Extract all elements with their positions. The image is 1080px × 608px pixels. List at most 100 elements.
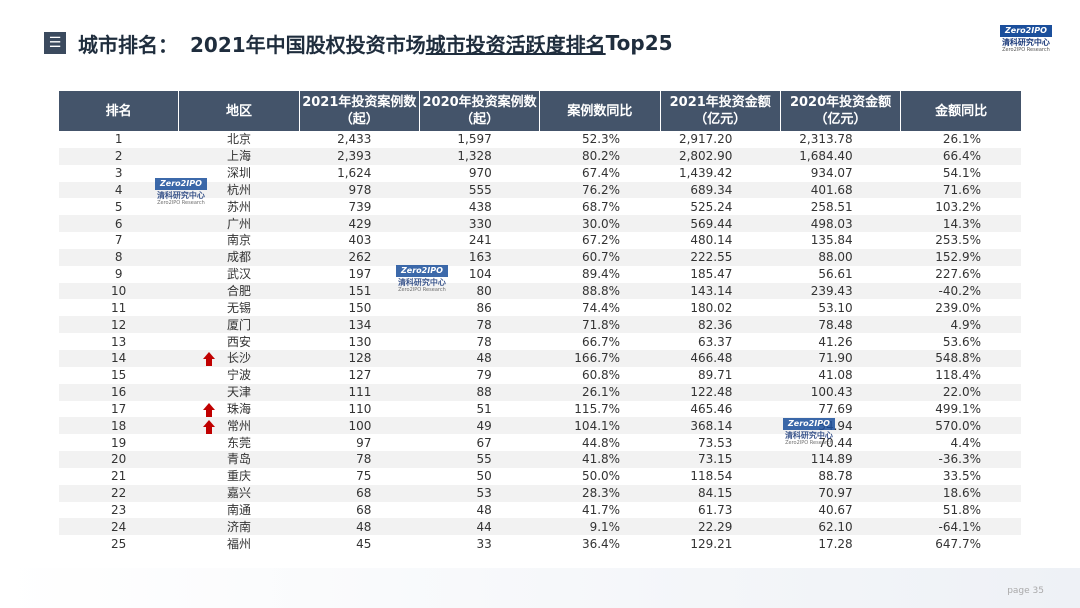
cell: 122.48 [660,383,781,401]
cell: 239.0% [935,300,981,315]
cell: 570.0% [900,417,1021,435]
cell: 86 [476,300,492,315]
cell: 22 [58,484,179,502]
cell: 常州 [178,417,300,435]
cell: 40.67 [818,502,853,517]
cell: 2,917.20 [678,132,733,147]
cell: 41.8% [539,451,661,468]
cell: 1,328 [419,147,540,165]
cell: 78 [419,316,540,334]
cell: 1,597 [457,132,492,147]
cell: 466.48 [660,349,781,367]
column-header: 排名 [57,91,179,131]
cell: 50.0% [581,469,621,484]
cell: 48 [476,502,492,517]
cell: 79 [476,368,492,383]
cell: 71.6% [900,181,1021,199]
cell: 78 [299,451,420,468]
table-row: 2 上海 2,393 1,328 80.2% 2,802.90 1,684.40 66.4% [58,147,1021,165]
cell: 110 [348,401,372,416]
cell: 429 [299,215,420,233]
cell: 53.10 [818,300,853,315]
cell: 73.53 [698,435,733,450]
column-header: 案例数同比 [539,91,661,131]
cell: 88.8% [539,282,661,300]
cell: 48 [299,518,420,536]
cell: 197 [348,267,372,282]
cell: 53 [419,484,540,502]
cell: 东莞 [226,435,251,450]
cell: 739 [348,199,372,214]
cell: 44 [419,518,540,536]
cell: 569.44 [660,215,781,233]
cell: 17 [111,401,127,416]
cell: 2,393 [299,147,420,165]
page-number: page 35 [1007,586,1044,596]
cell: 14 [58,349,179,367]
cell: 480.14 [690,233,733,248]
cell: 100.43 [780,383,901,401]
cell: 66.4% [900,147,1021,165]
cell: 67.4% [581,166,621,181]
cell: 115.7% [574,401,621,416]
cell: 241 [468,233,492,248]
cell: 52.3% [581,132,621,147]
table-row: 15 宁波 127 79 60.8% 89.71 41.08 118.4% [59,367,1022,384]
cell: -64.1% [900,518,1021,536]
cell: 465.46 [690,401,733,416]
cell: 104 [468,267,492,282]
cell: 114.89 [780,451,901,468]
table-row: 17 珠海 110 51 115.7% 465.46 77.69 499.1% [59,401,1022,418]
cell: 84.15 [660,484,781,502]
cell: 12 [58,316,179,334]
cell: 无锡 [226,300,251,315]
watermark: Zero2IPO 清科研究中心 Zero2IPO Research [396,265,448,293]
table-row: 4 杭州 978 555 76.2% 689.34 401.68 71.6% [58,181,1021,199]
cell: 71.90 [780,349,901,367]
menu-icon: ☰ [44,32,66,54]
cell: 广州 [178,215,300,233]
cell: 11 [111,300,127,315]
cell: 16 [58,383,179,401]
cell: 555 [419,181,540,199]
table-row: 12 厦门 134 78 71.8% 82.36 78.48 4.9% [58,316,1021,334]
cell: 41.7% [581,502,621,517]
table-row: 5 苏州 739 438 68.7% 525.24 258.51 103.2% [59,198,1022,215]
cell: 嘉兴 [178,484,300,502]
cell: 4.4% [950,435,982,450]
cell: 1,624 [337,166,372,181]
logo-sub: Zero2IPO Research [1002,47,1050,53]
column-header: 2020年投资金额 （亿元） [779,91,901,131]
cell: 438 [468,199,492,214]
cell: 3 [114,166,123,181]
cell: 宁波 [226,368,251,383]
cell: -40.2% [900,282,1021,300]
cell: -36.3% [900,451,1021,468]
logo-brand: Zero2IPO [1000,25,1052,37]
cell: 珠海 [226,401,251,416]
table-row: 14 长沙 128 48 166.7% 466.48 71.90 548.8% [58,349,1021,367]
cell: 180.02 [690,300,733,315]
cell: 499.1% [935,401,981,416]
cell: 80.2% [539,147,661,165]
cell: 28.3% [539,484,661,502]
column-header: 2021年投资案例数 （起） [298,91,420,131]
cell: 53.6% [942,334,981,349]
cell: 150 [348,300,372,315]
cell: 5 [114,199,123,214]
cell: 89.4% [581,267,621,282]
cell: 118.4% [935,368,981,383]
cell: 45 [356,536,372,551]
cell: 深圳 [226,166,251,181]
cell: 647.7% [935,536,981,551]
cell: 70.97 [780,484,901,502]
cell: 262 [299,248,420,266]
cell: 75 [356,469,372,484]
cell: 185.47 [690,267,733,282]
cell: 68 [356,502,372,517]
cell: 166.7% [539,349,661,367]
cell: 68 [299,484,420,502]
cell: 4 [58,181,179,199]
cell: 杭州 [178,181,300,199]
table-row: 20 青岛 78 55 41.8% 73.15 114.89 -36.3% [58,451,1021,468]
